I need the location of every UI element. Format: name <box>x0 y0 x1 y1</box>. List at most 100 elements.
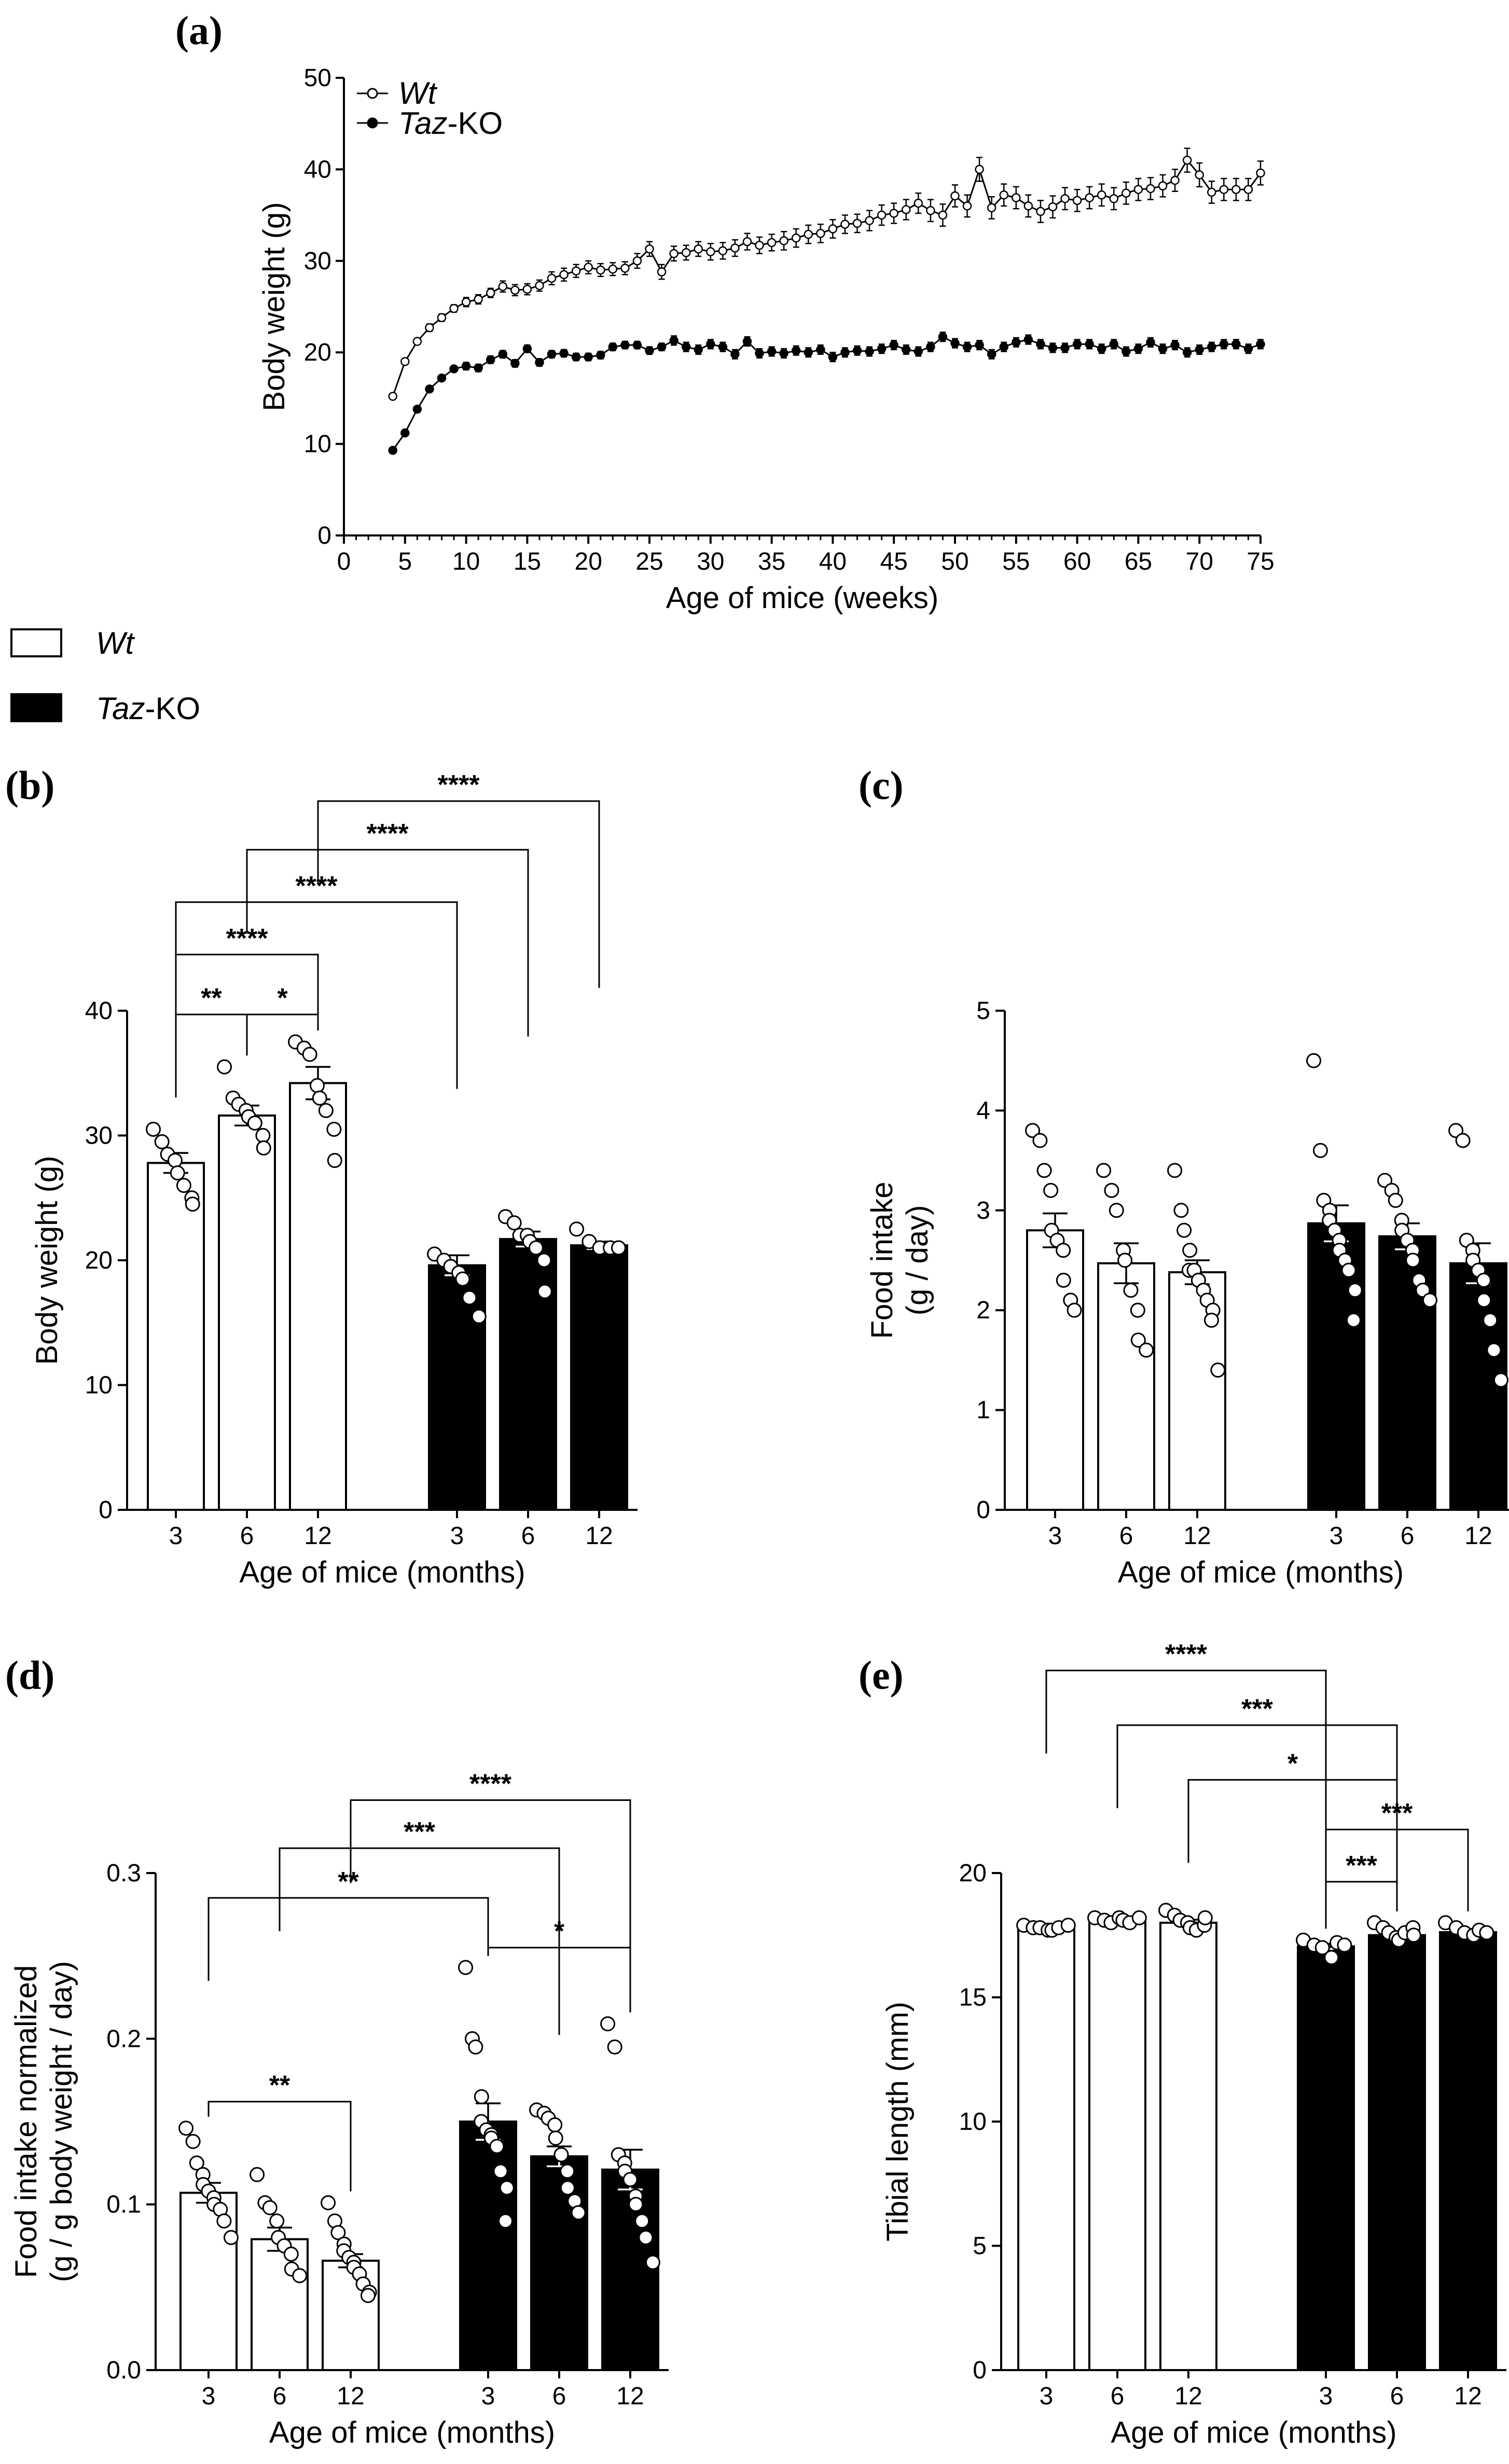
a-wt-point <box>669 249 679 258</box>
a-ko-point <box>1219 339 1229 349</box>
b-data-point <box>455 1271 470 1287</box>
c-x-tick-label: 12 <box>1464 1522 1492 1550</box>
c-data-point <box>1130 1332 1146 1348</box>
legend-wt-open-marker <box>367 88 378 99</box>
e-y-tick-label: 15 <box>959 1984 987 2012</box>
a-wt-point <box>571 266 581 276</box>
a-ko-point <box>1060 343 1070 353</box>
d-data-point <box>600 2016 616 2032</box>
d-data-point <box>489 2139 505 2154</box>
c-x-axis-title: Age of mice (months) <box>1118 1556 1404 1589</box>
c-data-point <box>1346 1312 1361 1328</box>
d-bracket-line <box>207 2101 352 2192</box>
e-y-tick-label: 5 <box>973 2233 987 2260</box>
c-data-point <box>1104 1182 1119 1198</box>
e-data-point <box>1314 1940 1330 1956</box>
a-x-tick-label: 75 <box>1247 548 1274 575</box>
d-y-tick-label: 0.1 <box>106 2191 141 2219</box>
b-bracket-line <box>175 1013 248 1098</box>
b-bar-group <box>288 1034 347 1511</box>
d-data-point <box>560 2180 575 2196</box>
panel-d-bar-chart: 0.0 0.1 0.2 0.3 3 6 12 3 6 12 Age of mice (months)… <box>9 1769 669 2449</box>
c-bar-wt <box>1097 1262 1155 1511</box>
d-significance-stars: **** <box>469 1769 512 1799</box>
a-ko-point <box>596 350 605 360</box>
a-ko-point <box>510 359 520 368</box>
b-data-point <box>185 1196 200 1212</box>
legend-ko-text-italic: Taz <box>96 691 145 726</box>
e-significance-stars: * <box>1288 1749 1298 1779</box>
a-wt-point <box>412 337 422 346</box>
a-wt-point <box>388 392 397 401</box>
a-x-tick-label: 50 <box>941 548 968 575</box>
a-wt-point <box>1048 202 1058 212</box>
legend-wt-swatch <box>10 628 62 657</box>
b-data-point <box>247 1115 262 1131</box>
c-y-tick-label: 3 <box>976 1197 990 1224</box>
a-x-tick-label: 25 <box>635 548 663 575</box>
e-data-point <box>1324 1950 1339 1965</box>
a-wt-point <box>730 243 740 253</box>
a-wt-point <box>767 238 777 247</box>
a-wt-point <box>755 241 764 250</box>
b-bar-group <box>427 1246 487 1511</box>
c-data-point <box>1139 1342 1154 1358</box>
a-wt-point <box>1219 185 1229 194</box>
a-wt-point <box>694 244 703 254</box>
b-y-tick-label: 40 <box>85 997 113 1025</box>
b-data-point <box>318 1103 334 1118</box>
c-data-point <box>1210 1362 1226 1378</box>
b-data-point <box>217 1059 232 1075</box>
e-bar-group <box>1016 1918 1076 2371</box>
d-data-point <box>634 2213 650 2229</box>
b-bar-group <box>146 1121 205 1511</box>
b-bar-wt <box>147 1162 205 1511</box>
a-ko-point <box>461 361 471 371</box>
a-ko-point <box>999 342 1008 352</box>
a-wt-point <box>510 285 520 295</box>
d-y-axis-title-line1: Food intake normalized <box>9 1965 43 2278</box>
a-y-tick-label: 30 <box>304 247 331 275</box>
c-data-point <box>1043 1182 1059 1198</box>
panel-a-label: (a) <box>175 8 223 53</box>
a-ko-point <box>559 349 569 358</box>
c-x-tick-label: 6 <box>1401 1522 1415 1550</box>
a-x-tick-label: 60 <box>1063 548 1091 575</box>
b-y-tick-label: 0 <box>99 1496 113 1524</box>
panel-b-label: (b) <box>5 763 54 808</box>
c-data-point <box>1167 1163 1183 1178</box>
a-y-tick-label: 20 <box>304 339 331 366</box>
a-ko-point <box>535 357 544 367</box>
c-data-point <box>1173 1203 1189 1218</box>
a-x-tick-label: 15 <box>514 548 541 575</box>
d-data-point <box>548 2130 563 2146</box>
c-data-point <box>1483 1312 1498 1328</box>
d-bracket-line <box>207 1897 489 1981</box>
b-significance-stars: * <box>277 983 288 1013</box>
c-x-tick-label: 6 <box>1119 1522 1133 1550</box>
e-x-tick-label: 3 <box>1040 2383 1054 2410</box>
a-ko-point <box>547 349 557 359</box>
a-ko-point <box>1036 339 1045 349</box>
b-data-point <box>146 1121 161 1137</box>
a-wt-point <box>632 256 642 266</box>
main-legend: Wt Taz-KO <box>10 626 200 726</box>
a-ko-point <box>902 345 911 354</box>
d-y-tick-label: 0.2 <box>106 2025 141 2053</box>
b-significance-bracket: **** <box>175 871 458 1089</box>
d-data-point <box>189 2155 204 2171</box>
a-ko-point <box>913 347 923 356</box>
a-wt-point <box>461 297 471 307</box>
c-data-point <box>1176 1222 1192 1238</box>
a-ko-point <box>669 336 679 346</box>
b-bar-wt <box>289 1082 347 1511</box>
a-ko-point <box>400 428 410 438</box>
c-data-point <box>1405 1252 1421 1268</box>
b-data-point <box>506 1215 522 1231</box>
d-significance-stars: ** <box>338 1867 359 1897</box>
a-wt-line <box>392 159 1262 397</box>
a-wt-point <box>1133 185 1143 194</box>
a-ko-point <box>791 346 801 355</box>
